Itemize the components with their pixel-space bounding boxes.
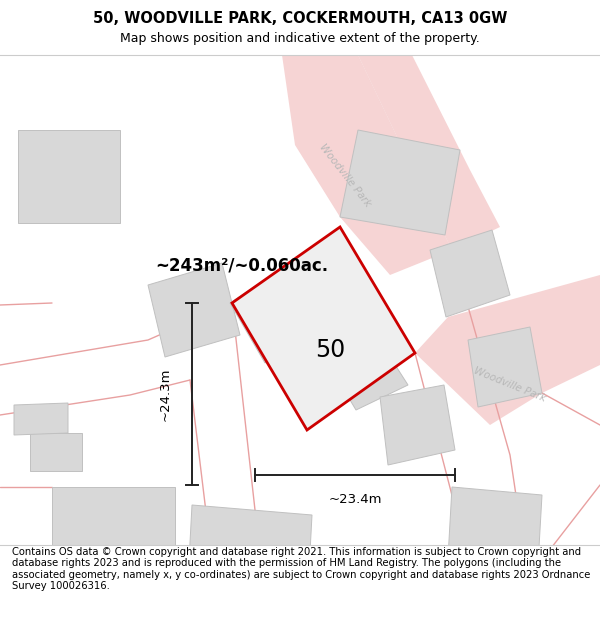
Polygon shape (430, 230, 510, 317)
Text: ~243m²/~0.060ac.: ~243m²/~0.060ac. (155, 256, 328, 274)
Polygon shape (230, 255, 338, 363)
Text: 50, WOODVILLE PARK, COCKERMOUTH, CA13 0GW: 50, WOODVILLE PARK, COCKERMOUTH, CA13 0G… (93, 11, 507, 26)
Text: Woodville Park: Woodville Park (472, 366, 548, 404)
Polygon shape (380, 385, 455, 465)
Text: 50: 50 (315, 338, 345, 362)
Polygon shape (448, 487, 542, 565)
Polygon shape (30, 433, 82, 471)
Polygon shape (468, 327, 542, 407)
Polygon shape (358, 55, 500, 250)
Text: Map shows position and indicative extent of the property.: Map shows position and indicative extent… (120, 32, 480, 45)
Polygon shape (188, 505, 312, 590)
Polygon shape (18, 130, 120, 223)
Text: ~24.3m: ~24.3m (158, 368, 172, 421)
Polygon shape (282, 55, 452, 275)
Text: Woodville Park: Woodville Park (317, 142, 373, 208)
Polygon shape (14, 403, 68, 435)
Polygon shape (340, 130, 460, 235)
Polygon shape (52, 487, 175, 560)
Polygon shape (415, 275, 600, 425)
Polygon shape (232, 227, 415, 430)
Polygon shape (310, 310, 408, 410)
Text: Contains OS data © Crown copyright and database right 2021. This information is : Contains OS data © Crown copyright and d… (12, 547, 590, 591)
Polygon shape (148, 263, 240, 357)
Text: ~23.4m: ~23.4m (328, 493, 382, 506)
